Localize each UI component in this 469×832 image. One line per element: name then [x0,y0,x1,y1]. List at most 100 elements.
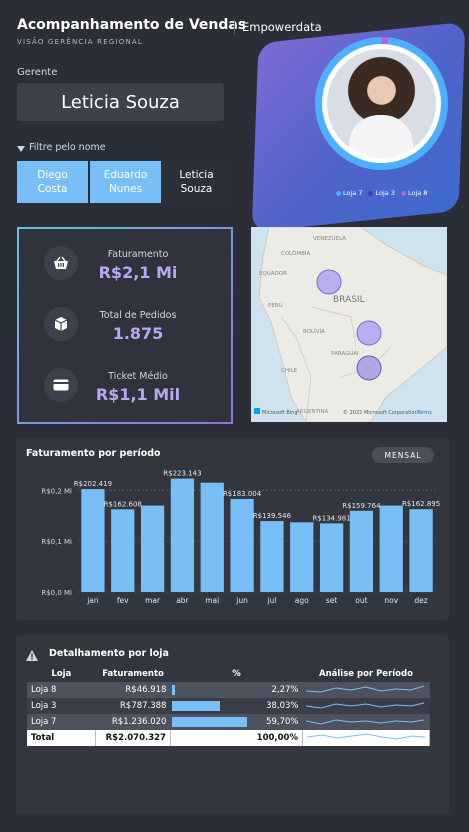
x-tick-label: mar [145,596,161,605]
y-tick-label: R$0,1 Mi [41,538,72,546]
total-pct: 100,00% [170,730,303,746]
cell-sparkline [302,714,429,730]
warning-icon [26,646,38,665]
table-row[interactable]: Loja 7 R$1.236.020 59,70% [27,714,430,730]
pct-value: 38,03% [266,701,299,711]
chart-title: Faturamento por período [26,448,161,459]
bar-ago[interactable] [290,522,314,592]
data-label: R$202.419 [74,480,112,488]
x-tick-label: abr [176,596,189,605]
filter-button-diego-costa[interactable]: Diego Costa [17,161,88,203]
data-label: R$162.608 [104,500,142,508]
cell-loja: Loja 3 [31,701,57,711]
bar-dez[interactable] [409,509,433,592]
card-icon [44,368,78,402]
kpi-label-ticket-medio: Ticket Médio [108,371,168,382]
kpi-label-faturamento: Faturamento [107,249,169,260]
kpi-value-total-pedidos: 1.875 [112,324,164,343]
store-map[interactable]: VENEZUELA COLÔMBIA EQUADOR PERU BRASIL B… [251,227,447,422]
map-provider: Microsoft Bing [262,410,298,416]
map-bubble-south [356,355,382,381]
data-label: R$223.143 [163,470,201,478]
table-row[interactable]: Loja 8 R$46.918 2,27% [27,682,430,698]
kpi-label-total-pedidos: Total de Pedidos [99,310,177,321]
pct-bar [172,717,248,727]
kpi-value-ticket-medio: R$1,1 Mil [95,385,181,404]
bar-mar[interactable] [140,505,165,592]
legend-item-loja-7[interactable]: Loja 7 [336,189,362,197]
kpi-value-faturamento: R$2,1 Mi [98,263,178,282]
cell-pct: 2,27% [170,682,302,698]
map-label-colombia: COLÔMBIA [281,250,311,257]
page-subtitle: VISÃO GERÊNCIA REGIONAL [17,38,143,46]
x-tick-label: mai [205,596,219,605]
data-label: R$162.895 [402,500,440,508]
map-bubble-north [316,269,342,295]
pct-bar [172,701,221,711]
map-label-paraguai: PARAGUAI [331,351,359,357]
manager-avatar [327,49,436,158]
map-label-chile: CHILE [281,368,298,374]
sparkline [306,732,426,740]
col-header-analise[interactable]: Análise por Período [319,669,413,679]
pct-bar [172,685,176,695]
col-header-pct[interactable]: % [232,669,241,679]
title-divider [234,19,235,35]
map-bubble-southeast [356,320,382,346]
col-header-loja[interactable]: Loja [51,669,72,679]
basket-icon [44,246,78,280]
y-tick-label: R$0,0 Mi [41,589,72,597]
legend-item-loja-8[interactable]: Loja 8 [400,189,427,197]
map-label-venezuela: VENEZUELA [313,236,346,242]
legend-item-loja-3[interactable]: Loja 3 [368,189,395,197]
x-tick-label: jan [86,596,99,605]
details-title: Detalhamento por loja [49,648,169,659]
bar-jan[interactable] [81,489,105,592]
x-tick-label: set [326,596,338,605]
sparkline [306,702,425,709]
x-tick-label: jun [235,596,248,605]
filter-label-text: Filtre pelo nome [29,142,106,153]
table-total-row: Total R$2.070.327 100,00% [27,730,431,746]
brand-name: Empowerdata [242,20,322,34]
data-label: R$159.764 [342,502,381,510]
map-label-bolivia: BOLÍVIA [303,328,325,335]
filter-button-eduardo-nunes[interactable]: Eduardo Nunes [90,161,161,203]
sparkline [306,685,425,693]
table-row[interactable]: Loja 3 R$787.388 38,03% [27,698,430,714]
bar-fev[interactable] [111,509,135,592]
store-details-table: Loja Faturamento % Análise por Período L… [27,666,431,746]
bar-out[interactable] [349,510,374,592]
pct-value: 2,27% [271,685,299,695]
cell-faturamento: R$1.236.020 [111,717,167,727]
col-header-faturamento[interactable]: Faturamento [102,669,164,679]
bar-set[interactable] [319,523,344,592]
bar-mai[interactable] [200,482,224,592]
data-label: R$134.981 [312,514,350,522]
map-label-equador: EQUADOR [259,271,287,277]
cell-loja: Loja 8 [31,685,57,695]
sparkline [306,718,425,725]
y-tick-label: R$0,2 Mi [41,487,72,495]
map-label-peru: PERU [268,303,283,309]
bar-jul[interactable] [260,521,284,592]
cell-faturamento: R$46.918 [125,685,167,695]
map-label-argentina: ARGENTINA [296,409,329,415]
manager-name: Leticia Souza [17,83,224,121]
bar-abr[interactable] [170,478,195,592]
period-toggle-button[interactable]: MENSAL [372,447,434,463]
cell-pct: 59,70% [170,714,302,730]
bar-jun[interactable] [230,498,254,592]
data-label: R$183.004 [223,490,262,498]
map-terms-link: Terms [416,410,432,416]
x-tick-label: out [355,596,367,605]
filter-button-leticia-souza[interactable]: Leticia Souza [161,161,232,203]
bar-nov[interactable] [379,505,403,592]
x-tick-label: jul [266,596,276,605]
cell-sparkline [302,682,429,698]
pct-value: 59,70% [266,717,299,727]
x-tick-label: ago [295,596,309,605]
box-icon [44,307,78,341]
page-title: Acompanhamento de Vendas [17,17,247,33]
bing-logo [254,408,260,414]
